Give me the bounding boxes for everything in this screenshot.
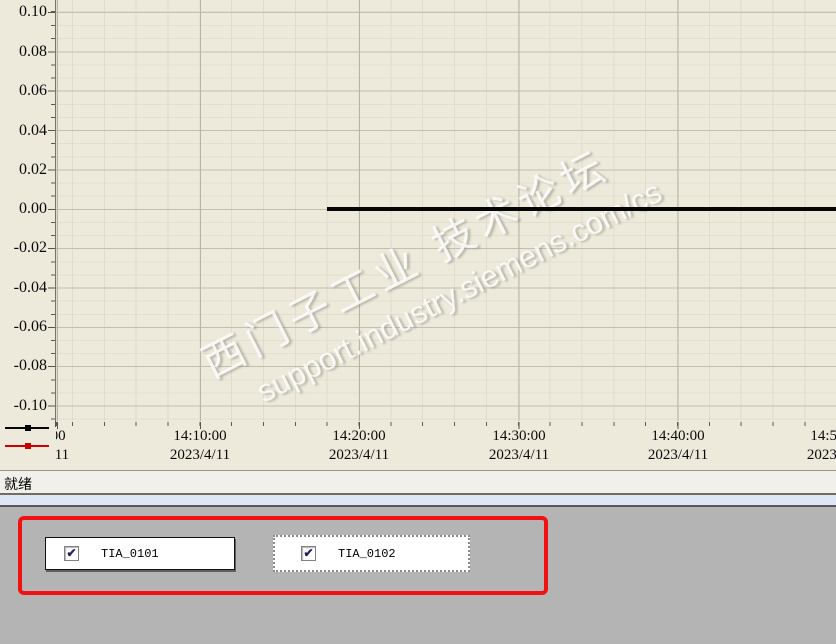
- x-axis-labels: 14:00:00 2023/4/11 14:10:00 2023/4/11 14…: [56, 421, 836, 470]
- y-tick-label: 0.00: [19, 200, 47, 217]
- y-tick-label: -0.04: [13, 279, 47, 296]
- x-tick-label: 14:20:00 2023/4/11: [314, 427, 404, 465]
- blue-separator-strip: [0, 495, 836, 505]
- x-axis-strip: 14:00:00 2023/4/11 14:10:00 2023/4/11 14…: [0, 421, 836, 470]
- x-tick-date: 2023/4/11: [647, 447, 709, 463]
- checkbox-tia-0101[interactable]: ✔: [64, 546, 79, 561]
- control-panel: ✔ TIA_0101 ✔ TIA_0102: [0, 507, 836, 644]
- x-tick-label: 14:10:00 2023/4/11: [155, 427, 245, 465]
- x-tick-label: 14:30:00 2023/4/11: [474, 427, 564, 465]
- y-tick-label: 0.10: [19, 3, 47, 20]
- y-axis-labels: 0.10 0.08 0.06 0.04 0.02 0.00 -0.02 -0.0…: [0, 0, 55, 421]
- legend-line-black-icon: [5, 425, 49, 431]
- x-tick-time: 14:50:00: [810, 428, 836, 444]
- status-bar: 就绪: [0, 470, 836, 493]
- y-tick-label: 0.08: [19, 43, 47, 60]
- trend-plot-area[interactable]: 西门子工业 技术论坛 support.industry.siemens.com/…: [56, 0, 836, 421]
- y-tick-label: -0.10: [13, 397, 47, 414]
- y-tick-label: -0.08: [13, 357, 47, 374]
- x-tick-date: 2023/4/11: [806, 447, 836, 463]
- red-annotation-rectangle: [18, 516, 548, 595]
- checkbox-label: TIA_0101: [101, 546, 159, 561]
- x-tick-date: 2023/4/11: [56, 447, 70, 463]
- status-text: 就绪: [4, 476, 32, 492]
- x-tick-date: 2023/4/11: [328, 447, 390, 463]
- separator-line: [0, 493, 836, 495]
- x-tick-label: 14:40:00 2023/4/11: [633, 427, 723, 465]
- x-tick-label: 14:50:00 2023/4/11: [792, 427, 836, 465]
- x-tick-time: 14:00:00: [56, 428, 66, 444]
- separator-line: [0, 505, 836, 507]
- y-axis-line: [55, 0, 56, 421]
- series-legend: [0, 421, 55, 470]
- y-tick-label: -0.02: [13, 239, 47, 256]
- checkbox-group-tia-0101[interactable]: ✔ TIA_0101: [45, 537, 235, 570]
- trend-curve-tia-0101: [327, 207, 836, 211]
- checkbox-checked-icon: ✔: [303, 546, 314, 560]
- legend-line-red-icon: [5, 443, 49, 449]
- y-tick-label: 0.02: [19, 161, 47, 178]
- y-tick-label: 0.04: [19, 122, 47, 139]
- x-axis-major-ticks: [56, 422, 836, 429]
- legend-marker-red-icon: [25, 443, 31, 449]
- x-tick-time: 14:10:00: [173, 428, 227, 444]
- x-tick-time: 14:40:00: [651, 428, 705, 444]
- checkbox-checked-icon: ✔: [66, 546, 77, 560]
- x-tick-date: 2023/4/11: [169, 447, 231, 463]
- x-tick-label: 14:00:00 2023/4/11: [56, 427, 84, 465]
- y-tick-label: -0.06: [13, 318, 47, 335]
- axis-corner-tick: [55, 421, 56, 427]
- y-axis-major-ticks: [48, 0, 55, 421]
- legend-marker-black-icon: [25, 425, 31, 431]
- checkbox-tia-0102[interactable]: ✔: [301, 546, 316, 561]
- x-tick-time: 14:20:00: [332, 428, 386, 444]
- y-tick-label: 0.06: [19, 82, 47, 99]
- x-tick-time: 14:30:00: [492, 428, 546, 444]
- checkbox-label: TIA_0102: [338, 546, 396, 561]
- checkbox-group-tia-0102[interactable]: ✔ TIA_0102: [273, 535, 470, 572]
- x-tick-date: 2023/4/11: [488, 447, 550, 463]
